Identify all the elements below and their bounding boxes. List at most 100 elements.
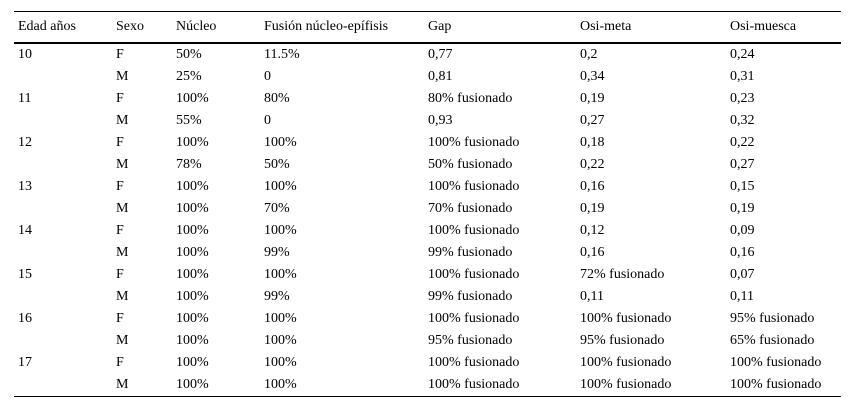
table-cell: F xyxy=(116,91,124,106)
table-cell: 50% fusionado xyxy=(428,157,513,172)
table-cell: 0,18 xyxy=(580,135,605,150)
table-cell: F xyxy=(116,135,124,150)
table-cell: 10 xyxy=(18,47,32,62)
table-cell: 15 xyxy=(18,267,32,282)
table-cell: 100% fusionado xyxy=(580,377,672,392)
table-cell: 100% xyxy=(264,355,297,370)
table-cell: F xyxy=(116,47,124,62)
table-cell: 0,23 xyxy=(730,91,755,106)
table-cell xyxy=(14,330,112,352)
table-cell: 0,93 xyxy=(428,113,453,128)
table-row: 13 F 100% 100% 100% fusionado 0,16 0,15 xyxy=(14,176,841,198)
table-cell: F xyxy=(116,179,124,194)
table-cell: 0,16 xyxy=(580,245,605,260)
table-cell: 100% fusionado xyxy=(730,355,822,370)
table-cell: 0,09 xyxy=(730,223,755,238)
table-cell: 99% xyxy=(264,245,290,260)
table-cell: 25% xyxy=(176,69,202,84)
table-cell: 99% fusionado xyxy=(428,289,513,304)
table-cell: 0,24 xyxy=(730,47,755,62)
table-cell: 78% xyxy=(176,157,202,172)
table-cell: 100% xyxy=(264,267,297,282)
table-cell: 100% fusionado xyxy=(428,311,520,326)
table-cell: 100% xyxy=(264,135,297,150)
table-cell: 0,77 xyxy=(428,47,453,62)
table-cell: 0,19 xyxy=(580,201,605,216)
table-cell: 100% xyxy=(176,355,209,370)
table-cell: 100% xyxy=(264,333,297,348)
table-cell: 100% fusionado xyxy=(730,377,822,392)
table-cell: 100% fusionado xyxy=(580,355,672,370)
table-cell xyxy=(14,198,112,220)
table-cell: 0,34 xyxy=(580,69,605,84)
column-header: Osi-muesca xyxy=(726,11,841,44)
table-cell: 0,22 xyxy=(730,135,755,150)
table-cell: 100% fusionado xyxy=(428,355,520,370)
table-cell: 70% xyxy=(264,201,290,216)
table-cell: M xyxy=(116,157,129,172)
table-cell: 13 xyxy=(18,179,32,194)
table-cell: 0,81 xyxy=(428,69,453,84)
table-cell: 0,12 xyxy=(580,223,605,238)
table-cell: 0,19 xyxy=(730,201,755,216)
table-row: 10 F 50% 11.5% 0,77 0,2 0,24 xyxy=(14,43,841,66)
table-cell: 99% fusionado xyxy=(428,245,513,260)
table-cell: 100% xyxy=(264,377,297,392)
table-cell: 100% xyxy=(176,135,209,150)
column-header: Fusión núcleo-epífisis xyxy=(260,11,424,44)
table-row: 16 F 100% 100% 100% fusionado 100% fusionado 9… xyxy=(14,308,841,330)
column-header: Sexo xyxy=(112,11,172,44)
table-cell: F xyxy=(116,355,124,370)
table-cell: 0,32 xyxy=(730,113,755,128)
table-cell: 95% fusionado xyxy=(580,333,665,348)
table-head: Edad años Sexo Núcleo Fusión núcleo-epífisi… xyxy=(14,11,841,44)
table-cell: 0,22 xyxy=(580,157,605,172)
table-cell: 0,07 xyxy=(730,267,755,282)
table-cell xyxy=(14,374,112,397)
table-row: M 100% 99% 99% fusionado 0,11 0,11 xyxy=(14,286,841,308)
table-cell: 100% fusionado xyxy=(428,179,520,194)
table-cell: 0,27 xyxy=(580,113,605,128)
table-cell: 100% xyxy=(176,201,209,216)
table-cell: F xyxy=(116,267,124,282)
table-cell: 80% xyxy=(264,91,290,106)
table-cell: 100% xyxy=(176,289,209,304)
table-cell xyxy=(14,154,112,176)
table-cell: 11 xyxy=(18,91,32,106)
table-cell: 100% fusionado xyxy=(580,311,672,326)
table-cell: 17 xyxy=(18,355,32,370)
column-header: Osi-meta xyxy=(576,11,726,44)
column-header: Edad años xyxy=(14,11,112,44)
table-body: 10 F 50% 11.5% 0,77 0,2 0,24 M 25% 0 0,81 0,34 0,31 1… xyxy=(14,43,841,397)
table-cell: 0,15 xyxy=(730,179,755,194)
table-cell: 65% fusionado xyxy=(730,333,815,348)
table-cell: 55% xyxy=(176,113,202,128)
table-cell: M xyxy=(116,289,129,304)
table-cell: F xyxy=(116,311,124,326)
table-cell: 100% xyxy=(264,223,297,238)
table-cell: 100% fusionado xyxy=(428,135,520,150)
table-cell: F xyxy=(116,223,124,238)
table-cell: 100% xyxy=(176,377,209,392)
table-cell: 100% xyxy=(176,245,209,260)
table-cell: 0,2 xyxy=(580,47,598,62)
table-cell: M xyxy=(116,113,129,128)
table-row: M 78% 50% 50% fusionado 0,22 0,27 xyxy=(14,154,841,176)
table-cell: 70% fusionado xyxy=(428,201,513,216)
table-cell: 0 xyxy=(264,69,271,84)
table-cell: 100% xyxy=(176,311,209,326)
table-cell xyxy=(14,242,112,264)
table-cell: 11.5% xyxy=(264,47,300,62)
data-table: Edad años Sexo Núcleo Fusión núcleo-epífisi… xyxy=(14,11,841,397)
table-cell: 100% xyxy=(176,179,209,194)
table-cell: 100% xyxy=(264,311,297,326)
table-cell: 0,27 xyxy=(730,157,755,172)
table-cell: 50% xyxy=(264,157,290,172)
table-cell: 16 xyxy=(18,311,32,326)
table-cell: 100% xyxy=(264,179,297,194)
table-row: M 25% 0 0,81 0,34 0,31 xyxy=(14,66,841,88)
table-cell: 95% fusionado xyxy=(428,333,513,348)
table-row: M 100% 100% 100% fusionado 100% fusionado 100… xyxy=(14,374,841,397)
table-cell: 0,11 xyxy=(730,289,754,304)
